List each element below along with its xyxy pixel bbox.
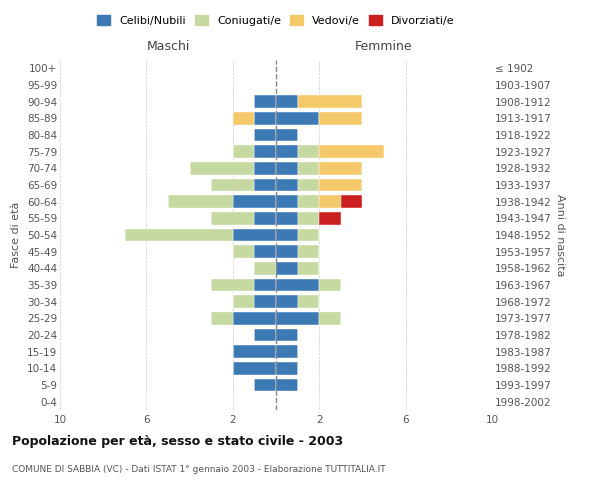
Bar <box>254 246 276 258</box>
Text: Femmine: Femmine <box>355 40 413 54</box>
Bar <box>319 146 384 158</box>
Bar <box>276 379 298 391</box>
Bar <box>276 346 298 358</box>
Bar <box>276 229 298 241</box>
Bar <box>276 312 319 324</box>
Bar <box>254 212 276 224</box>
Bar <box>319 179 362 192</box>
Bar <box>298 179 319 192</box>
Bar <box>276 112 319 124</box>
Bar <box>211 179 254 192</box>
Bar <box>254 379 276 391</box>
Bar <box>233 246 254 258</box>
Bar <box>276 129 298 141</box>
Bar <box>254 129 276 141</box>
Bar <box>276 262 298 274</box>
Bar <box>276 179 298 192</box>
Bar <box>298 229 319 241</box>
Bar <box>190 162 254 174</box>
Bar <box>276 212 298 224</box>
Bar <box>125 229 233 241</box>
Legend: Celibi/Nubili, Coniugati/e, Vedovi/e, Divorziati/e: Celibi/Nubili, Coniugati/e, Vedovi/e, Di… <box>93 10 459 30</box>
Bar <box>319 196 341 208</box>
Bar <box>319 279 341 291</box>
Bar <box>276 279 319 291</box>
Bar <box>168 196 233 208</box>
Bar <box>341 196 362 208</box>
Bar <box>298 96 362 108</box>
Bar <box>276 296 298 308</box>
Bar <box>319 312 341 324</box>
Bar <box>276 329 298 341</box>
Bar <box>276 362 298 374</box>
Bar <box>298 296 319 308</box>
Bar <box>233 346 276 358</box>
Bar <box>276 162 298 174</box>
Bar <box>254 179 276 192</box>
Text: Popolazione per età, sesso e stato civile - 2003: Popolazione per età, sesso e stato civil… <box>12 435 343 448</box>
Bar <box>254 96 276 108</box>
Bar <box>254 279 276 291</box>
Bar <box>233 312 276 324</box>
Bar <box>254 146 276 158</box>
Y-axis label: Anni di nascita: Anni di nascita <box>556 194 565 276</box>
Bar <box>276 246 298 258</box>
Bar <box>254 329 276 341</box>
Bar <box>298 162 319 174</box>
Bar <box>298 196 319 208</box>
Bar <box>276 146 298 158</box>
Bar <box>254 262 276 274</box>
Bar <box>319 212 341 224</box>
Bar <box>211 312 233 324</box>
Bar <box>298 246 319 258</box>
Text: COMUNE DI SABBIA (VC) - Dati ISTAT 1° gennaio 2003 - Elaborazione TUTTITALIA.IT: COMUNE DI SABBIA (VC) - Dati ISTAT 1° ge… <box>12 465 386 474</box>
Bar <box>254 112 276 124</box>
Y-axis label: Fasce di età: Fasce di età <box>11 202 22 268</box>
Bar <box>298 212 319 224</box>
Bar <box>233 362 276 374</box>
Bar <box>319 162 362 174</box>
Bar <box>233 146 254 158</box>
Bar <box>319 112 362 124</box>
Bar <box>233 196 276 208</box>
Bar <box>298 146 319 158</box>
Bar <box>211 212 254 224</box>
Bar <box>233 229 276 241</box>
Text: Maschi: Maschi <box>146 40 190 54</box>
Bar <box>233 296 254 308</box>
Bar <box>254 162 276 174</box>
Bar <box>276 96 298 108</box>
Bar <box>211 279 254 291</box>
Bar <box>298 262 319 274</box>
Bar <box>276 196 298 208</box>
Bar <box>233 112 254 124</box>
Bar <box>254 296 276 308</box>
